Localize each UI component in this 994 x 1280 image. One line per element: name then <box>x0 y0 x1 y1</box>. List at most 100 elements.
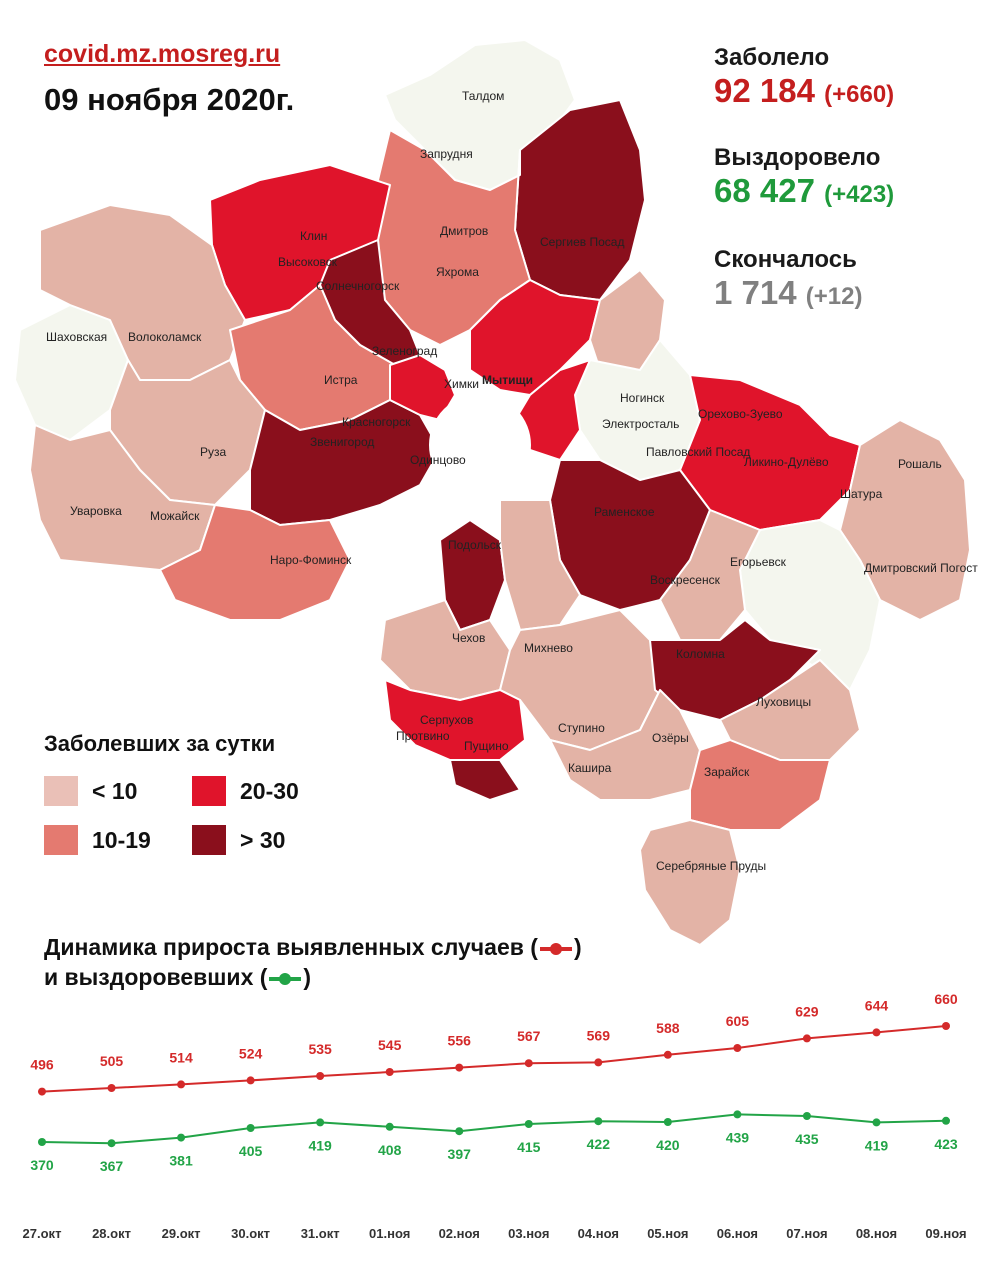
map-label: Шаховская <box>46 330 107 344</box>
data-label: 420 <box>656 1137 680 1153</box>
data-label: 505 <box>100 1053 124 1069</box>
legend-item-gt30: > 30 <box>192 825 285 855</box>
x-tick-label: 28.окт <box>92 1226 131 1241</box>
legend-label: < 10 <box>92 777 138 804</box>
data-label: 435 <box>795 1131 819 1147</box>
stat-sick-value: 92 184 <box>714 72 815 109</box>
data-point <box>385 1068 394 1076</box>
legend-label: 10-19 <box>92 826 151 853</box>
data-label: 660 <box>934 991 958 1007</box>
data-point <box>107 1139 116 1148</box>
moscow-region-map: Талдом Запрудня Дмитров Яхрома Сергиев П… <box>14 39 978 946</box>
legend-label: 20-30 <box>240 777 299 804</box>
map-label: Яхрома <box>436 265 479 279</box>
map-label: Звенигород <box>310 435 374 449</box>
region-serpukhov <box>384 679 526 761</box>
map-label: Уваровка <box>70 504 122 518</box>
x-tick-label: 01.ноя <box>369 1226 410 1241</box>
data-label: 524 <box>239 1045 263 1061</box>
map-label: Руза <box>200 445 227 459</box>
data-point <box>177 1133 186 1142</box>
stat-died-delta: (+12) <box>805 283 863 310</box>
legend-title: Заболевших за сутки <box>44 731 276 756</box>
data-point <box>942 1022 950 1030</box>
map-label: Зарайск <box>704 765 750 779</box>
data-point <box>316 1072 325 1080</box>
data-label: 588 <box>656 1020 680 1036</box>
region-naro-fominsk <box>159 504 351 621</box>
data-label: 605 <box>726 1013 750 1029</box>
data-label: 514 <box>169 1049 193 1065</box>
x-tick-label: 08.ноя <box>856 1226 897 1241</box>
data-label: 423 <box>934 1136 958 1152</box>
red-line-marker-icon <box>539 942 572 955</box>
data-label: 629 <box>795 1003 819 1019</box>
map-label: Подольск <box>448 538 502 552</box>
data-label: 419 <box>865 1137 889 1153</box>
map-label: Ногинск <box>620 391 665 405</box>
stat-recovered-value: 68 427 <box>714 172 815 209</box>
data-point <box>177 1080 186 1089</box>
data-label: 419 <box>308 1137 332 1153</box>
stat-died-label: Скончалось <box>714 246 857 273</box>
data-point <box>802 1112 811 1120</box>
data-label: 381 <box>169 1153 193 1169</box>
moscow-city <box>429 394 531 496</box>
map-label: Рошаль <box>898 457 942 471</box>
data-point <box>524 1059 533 1068</box>
map-label: Дмитров <box>440 224 488 238</box>
stat-recovered-delta: (+423) <box>824 181 895 208</box>
data-label: 405 <box>239 1143 263 1159</box>
stat-died-value: 1 714 <box>714 274 797 311</box>
data-point <box>38 1138 46 1146</box>
map-label: Чехов <box>452 631 485 645</box>
data-point <box>872 1118 881 1127</box>
map-label: Раменское <box>594 505 655 519</box>
legend-item-10-19: 10-19 <box>44 825 151 855</box>
map-label: Орехово-Зуево <box>698 407 783 421</box>
region-pushchino <box>449 759 521 801</box>
data-label: 556 <box>448 1033 472 1049</box>
map-label: Зеленоград <box>372 344 437 358</box>
dynamics-chart: 496 505 514 524 535 545 556 567 569 588 605 629 644 6… <box>23 991 967 1241</box>
source-link[interactable]: covid.mz.mosreg.ru <box>44 40 281 68</box>
green-line-marker-icon <box>269 972 302 985</box>
map-label: Воскресенск <box>650 573 721 587</box>
map-label: Луховицы <box>756 695 811 709</box>
x-tick-label: 03.ноя <box>508 1226 549 1241</box>
legend-swatch <box>192 776 226 806</box>
map-label: Озёры <box>652 731 689 745</box>
map-label: Ступино <box>558 721 605 735</box>
x-tick-label: 09.ноя <box>925 1226 966 1241</box>
x-tick-label: 02.ноя <box>439 1226 480 1241</box>
data-point <box>524 1120 533 1128</box>
map-label: Высоковск <box>278 255 338 269</box>
stat-recovered-label: Выздоровело <box>714 144 881 171</box>
data-point <box>733 1110 742 1119</box>
legend-swatch <box>44 825 78 855</box>
data-point <box>455 1127 464 1136</box>
data-label: 367 <box>100 1158 124 1174</box>
data-label: 415 <box>517 1139 541 1155</box>
stat-sick-label: Заболело <box>714 44 830 71</box>
legend-item-lt10: < 10 <box>44 776 137 806</box>
map-label: Серпухов <box>420 713 473 727</box>
data-label: 644 <box>865 997 889 1013</box>
map-label: Наро-Фоминск <box>270 553 352 567</box>
map-label: Павловский Посад <box>646 445 750 459</box>
report-date: 09 ноября 2020г. <box>44 82 295 117</box>
map-label: Коломна <box>676 647 725 661</box>
data-label: 397 <box>448 1146 472 1162</box>
data-point <box>594 1058 603 1067</box>
map-label: Сергиев Посад <box>540 235 624 249</box>
map-label: Электросталь <box>602 417 679 431</box>
map-label: Ликино-Дулёво <box>744 455 829 469</box>
data-label: 569 <box>587 1027 611 1043</box>
data-label: 545 <box>378 1037 402 1053</box>
data-point <box>802 1034 811 1043</box>
legend-swatch <box>192 825 226 855</box>
series-line-0 <box>41 1025 947 1093</box>
data-point <box>38 1087 46 1096</box>
data-point <box>246 1076 255 1085</box>
x-tick-label: 05.ноя <box>647 1226 688 1241</box>
